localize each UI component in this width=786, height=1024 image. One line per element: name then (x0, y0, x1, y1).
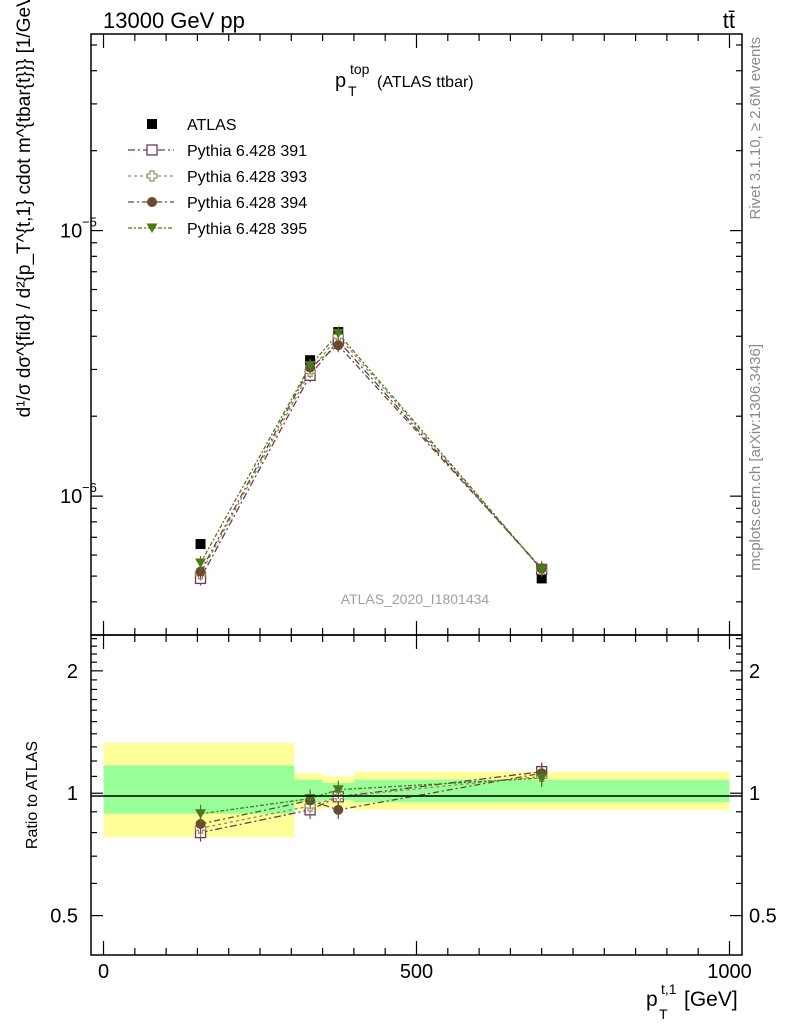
legend-label: Pythia 6.428 393 (187, 169, 307, 186)
ratio-ytick-label-right: 1 (749, 783, 760, 805)
legend-marker (146, 170, 158, 182)
mcplots-label: mcplots.cern.ch [arXiv:1306.3436] (747, 344, 764, 571)
xlabel-main: p (646, 988, 658, 1011)
legend-marker (147, 119, 157, 129)
xlabel-sub: T (659, 1006, 668, 1022)
ratio-ytick-label: 2 (67, 661, 78, 683)
main-ytick-label: 10 (60, 486, 82, 508)
xlabel-sup: t,1 (661, 981, 677, 997)
ratio-frame (90, 634, 743, 956)
legend: ATLAS Pythia 6.428 391 Pythia 6.428 393 Pyt… (128, 117, 307, 238)
xlabel-unit: [GeV] (684, 988, 738, 1011)
ratio-ytick-label: 0.5 (50, 906, 78, 928)
plot-title-main: p (335, 70, 346, 92)
rivet-label: Rivet 3.1.10, ≥ 2.6M events (747, 37, 764, 220)
xtick-label: 0 (98, 961, 109, 983)
uncertainty-band-inner (103, 765, 295, 814)
ratio-point (333, 804, 344, 815)
ratio-panel: 0 500 1000 0.5 0.5 1 1 2 2 Ratio to ATLAS p T t,… (24, 634, 777, 1022)
ratio-ytick-label: 1 (67, 783, 78, 805)
data-point (536, 564, 548, 575)
ratio-series-line (200, 772, 542, 825)
series-line (199, 344, 543, 572)
ratio-series-line (200, 777, 542, 815)
legend-label: ATLAS (187, 117, 237, 134)
data-point (333, 340, 344, 351)
legend-marker (146, 144, 158, 156)
legend-label: Pythia 6.428 391 (187, 143, 307, 160)
xtick-label: 500 (400, 961, 433, 983)
main-ytick-exp: −5 (82, 215, 97, 230)
plot-title-suffix: (ATLAS ttbar) (377, 74, 474, 91)
legend-label: Pythia 6.428 395 (187, 221, 307, 238)
analysis-watermark: ATLAS_2020_I1801434 (341, 591, 490, 607)
plot-title-sup: top (350, 61, 370, 77)
xtick-label: 1000 (707, 961, 752, 983)
main-panel: 10−610−5 p T top (ATLAS ttbar) ATLASPyth… (14, 0, 743, 636)
legend-label: Pythia 6.428 394 (187, 195, 307, 212)
ratio-ytick-label-right: 2 (749, 661, 760, 683)
header-right: tt̄ (723, 8, 735, 33)
series-line (199, 339, 543, 579)
data-point (195, 558, 207, 569)
plot-title-sub: T (348, 83, 357, 99)
ratio-point (536, 773, 548, 784)
main-ytick-label: 10 (60, 221, 82, 243)
ratio-point (195, 819, 206, 830)
header-left: 13000 GeV pp (103, 8, 245, 33)
data-point (304, 361, 316, 371)
ratio-ytick-label-right: 0.5 (749, 906, 777, 928)
legend-marker (146, 223, 158, 233)
data-point (195, 539, 206, 550)
main-ytick-exp: −6 (82, 480, 97, 495)
main-ylabel: d¹/σ dσ^{fid} / d²{p_T^{t,1} cdot m^{tba… (14, 0, 35, 417)
data-point (536, 573, 547, 584)
ratio-point (332, 785, 344, 795)
series-line (199, 335, 543, 575)
ratio-series-line (200, 775, 542, 829)
data-point (195, 566, 206, 577)
data-point (332, 328, 344, 339)
ratio-point (195, 809, 207, 819)
ratio-ylabel: Ratio to ATLAS (24, 741, 41, 849)
series-line (199, 332, 543, 570)
legend-marker (147, 197, 157, 207)
